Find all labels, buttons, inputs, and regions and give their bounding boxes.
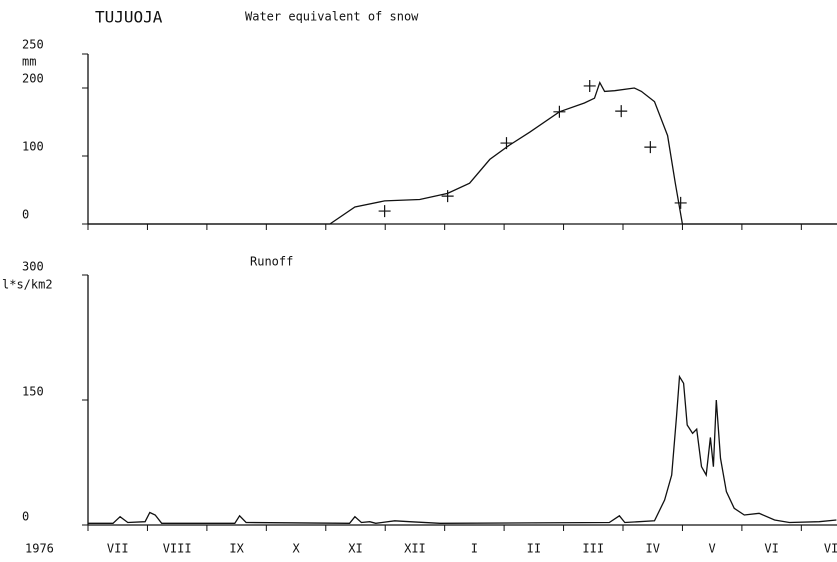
y-tick-label: 300	[22, 260, 44, 274]
chart-title: Runoff	[250, 255, 293, 269]
y-tick-label: 0	[22, 510, 29, 524]
y-unit: l*s/km2	[2, 278, 53, 292]
measurement-marker	[583, 79, 596, 92]
y-tick-label: 0	[22, 208, 29, 222]
measurement-marker	[674, 196, 687, 209]
y-tick-label: 100	[22, 140, 44, 154]
measurement-marker	[644, 141, 657, 154]
x-tick-label: VIII	[163, 542, 192, 556]
x-tick-label: XII	[404, 542, 426, 556]
x-tick-label: X	[292, 542, 300, 556]
x-tick-label: VI	[764, 542, 778, 556]
measurement-marker	[378, 205, 391, 218]
data-line	[88, 374, 837, 524]
y-unit: mm	[22, 55, 36, 69]
station-name: TUJUOJA	[95, 8, 163, 27]
year-label: 1976	[25, 542, 54, 556]
x-tick-label: III	[582, 542, 604, 556]
x-tick-label: I	[471, 542, 478, 556]
chart-title: Water equivalent of snow	[245, 10, 419, 24]
y-tick-label: 200	[22, 72, 44, 86]
data-line	[88, 80, 837, 225]
x-tick-label: IX	[229, 542, 244, 556]
x-tick-label: II	[527, 542, 541, 556]
x-tick-label: IV	[645, 542, 659, 556]
y-tick-label: 250	[22, 38, 44, 52]
measurement-marker	[500, 137, 513, 150]
x-tick-label: XI	[348, 542, 362, 556]
x-tick-label: V	[709, 542, 716, 556]
measurement-marker	[615, 105, 628, 118]
y-tick-label: 150	[22, 385, 44, 399]
x-tick-label: VII	[107, 542, 129, 556]
x-tick-label: VI	[824, 542, 837, 556]
measurement-marker	[441, 190, 454, 203]
measurement-marker	[553, 105, 566, 118]
